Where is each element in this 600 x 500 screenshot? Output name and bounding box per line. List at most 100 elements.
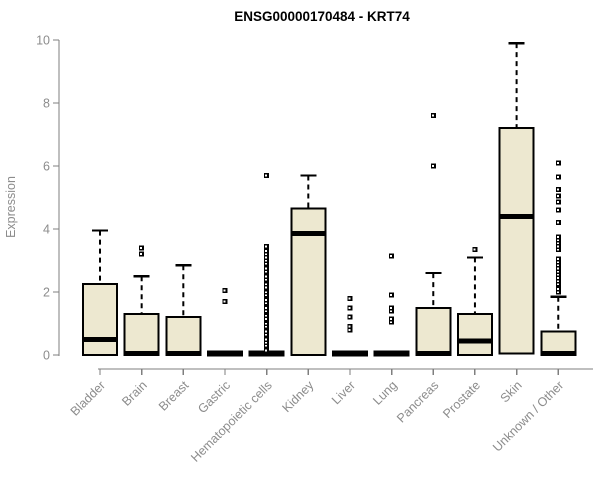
x-tick-label: Liver	[329, 378, 358, 407]
outlier-point-center	[265, 298, 268, 301]
boxplot-pancreas	[415, 113, 452, 356]
outlier-point-center	[556, 161, 559, 164]
outlier-point-center	[265, 245, 268, 248]
boxplot-lung	[373, 253, 410, 357]
outlier-point-center	[556, 283, 559, 286]
box	[290, 207, 327, 356]
outlier-point-center	[556, 276, 559, 279]
outlier-point-center	[556, 245, 559, 248]
median-line	[83, 336, 117, 342]
outlier-point-center	[556, 242, 559, 245]
outlier-point-center	[348, 306, 351, 309]
outlier-point-center	[223, 289, 226, 292]
outlier-point-center	[348, 297, 351, 300]
outlier-point-center	[390, 309, 393, 312]
outlier-point-center	[431, 165, 434, 167]
y-tick-label: 6	[43, 160, 50, 174]
outlier-point-center	[390, 294, 393, 297]
outlier-point-center	[265, 314, 268, 317]
outlier-point-center	[265, 317, 268, 320]
outlier-point-center	[265, 325, 268, 328]
x-tick-label: Breast	[156, 378, 192, 414]
median-line	[499, 213, 534, 219]
x-tick-label: Bladder	[68, 378, 108, 418]
outlier-point-center	[556, 188, 559, 191]
outlier-point-center	[265, 291, 268, 293]
y-tick-label: 10	[36, 34, 50, 48]
outlier-point-center	[265, 278, 268, 281]
outlier-point-center	[265, 309, 268, 312]
x-tick-label: Unknown / Other	[490, 378, 566, 454]
median-line	[124, 350, 159, 356]
outlier-point-center	[265, 283, 268, 286]
outlier-point-center	[556, 261, 559, 264]
box	[123, 313, 160, 356]
outlier-point-center	[390, 317, 393, 320]
boxplots-group	[82, 42, 577, 357]
x-tick-label: Brain	[119, 378, 150, 409]
outlier-point-center	[390, 320, 393, 323]
outlier-point-center	[348, 325, 351, 328]
boxplot-skin	[498, 42, 535, 355]
y-tick-label: 4	[43, 223, 50, 237]
box	[498, 127, 535, 355]
median-line	[248, 350, 285, 357]
outlier-point-center	[265, 275, 268, 278]
outlier-point-center	[265, 333, 268, 336]
outlier-point-center	[390, 254, 393, 257]
outlier-point-center	[265, 306, 268, 309]
outlier-point-center	[556, 176, 559, 179]
median-line	[416, 350, 451, 356]
median-line	[206, 350, 243, 357]
outlier-point-center	[556, 194, 559, 197]
y-tick-label: 8	[43, 97, 50, 111]
outlier-point-center	[556, 287, 559, 290]
outlier-point-center	[556, 270, 559, 273]
boxplot-kidney	[290, 174, 327, 356]
outlier-point-center	[390, 306, 393, 309]
x-tick-label: Prostate	[440, 378, 483, 421]
outlier-point-center	[265, 294, 268, 297]
x-tick-label: Hematopoietic cells	[188, 378, 275, 465]
boxplot-bladder	[82, 229, 118, 356]
outlier-point-center	[348, 328, 351, 331]
x-tick-label: Pancreas	[394, 378, 441, 425]
box	[165, 316, 202, 357]
x-tick-label: Skin	[498, 378, 525, 405]
median-line	[291, 231, 326, 237]
outlier-point-center	[265, 330, 268, 333]
x-tick-label: Gastric	[195, 378, 233, 416]
outlier-point-center	[265, 302, 268, 305]
outlier-point-center	[140, 246, 143, 249]
x-tick-label: Kidney	[279, 378, 316, 415]
boxplot-prostate	[456, 246, 493, 356]
outlier-point-center	[265, 341, 268, 344]
median-line	[541, 350, 576, 356]
outlier-point-center	[265, 349, 268, 352]
x-tick-label: Lung	[370, 378, 400, 408]
outlier-point-center	[140, 253, 143, 256]
outlier-point-center	[265, 262, 268, 265]
outlier-point-center	[265, 267, 268, 270]
outlier-point-center	[265, 270, 268, 273]
boxplot-unknown-other	[540, 160, 577, 356]
outlier-point-center	[265, 344, 268, 347]
outlier-point-center	[265, 286, 268, 289]
outlier-point-center	[556, 235, 559, 238]
box	[82, 283, 118, 356]
boxplot-hematopoietic-cells	[248, 172, 285, 357]
outlier-point-center	[265, 259, 268, 262]
chart-title: ENSG00000170484 - KRT74	[234, 9, 410, 24]
outlier-point-center	[556, 248, 559, 251]
box	[415, 306, 452, 356]
median-line	[373, 350, 410, 357]
outlier-point-center	[473, 248, 476, 251]
outlier-point-center	[348, 316, 351, 319]
outlier-point-center	[556, 239, 559, 242]
box	[456, 313, 493, 356]
boxplot-liver	[331, 295, 368, 357]
outlier-point-center	[265, 338, 268, 341]
y-tick-label: 2	[43, 286, 50, 300]
